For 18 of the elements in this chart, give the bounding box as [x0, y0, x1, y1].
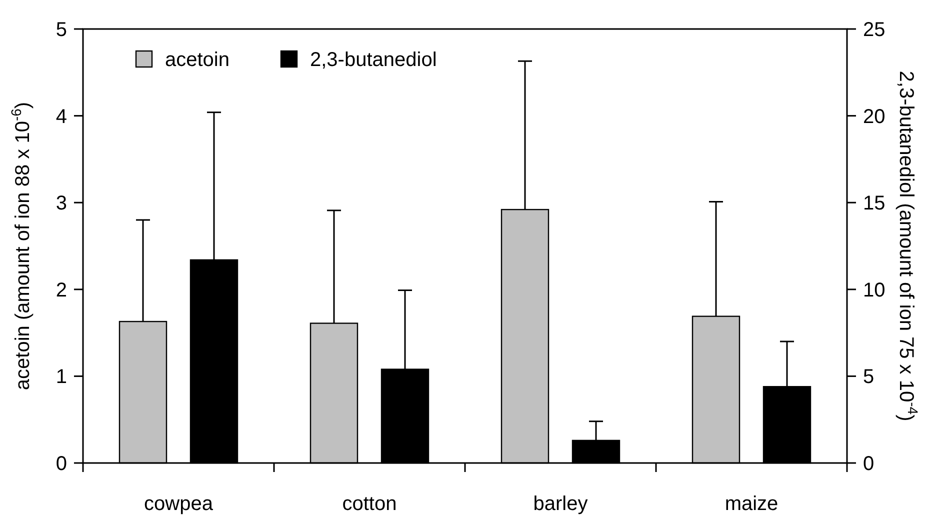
y-tick-label: 1 [56, 366, 67, 388]
legend-label: 2,3-butanediol [310, 49, 437, 71]
x-tick-label: cotton [342, 493, 397, 515]
y-tick-label: 4 [56, 106, 67, 128]
x-tick-label: maize [724, 493, 778, 515]
y-tick-label: 2 [56, 279, 67, 302]
y-tick-label: 3 [56, 192, 67, 215]
legend-label: acetoin [165, 49, 230, 71]
x-tick-label: cowpea [144, 493, 214, 515]
y2-tick-label: 20 [863, 106, 886, 128]
y-tick-label: 5 [56, 19, 67, 41]
y2-tick-label: 25 [863, 19, 886, 41]
x-tick-label: barley [533, 493, 588, 515]
y2-tick-label: 0 [863, 453, 874, 475]
y2-tick-label: 10 [863, 279, 886, 302]
y-tick-label: 0 [56, 453, 67, 475]
y2-tick-label: 15 [863, 192, 886, 215]
y2-tick-label: 5 [863, 366, 874, 388]
